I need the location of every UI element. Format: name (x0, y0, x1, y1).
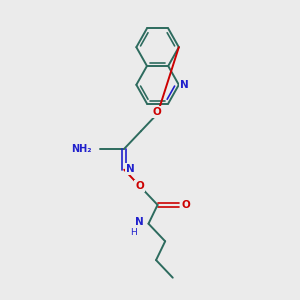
Text: N: N (126, 164, 135, 174)
Text: NH₂: NH₂ (71, 144, 92, 154)
Text: H: H (130, 228, 137, 237)
Text: N: N (180, 80, 188, 90)
Text: N: N (135, 218, 144, 227)
Text: O: O (153, 107, 161, 117)
Text: O: O (181, 200, 190, 210)
Text: O: O (135, 181, 144, 191)
